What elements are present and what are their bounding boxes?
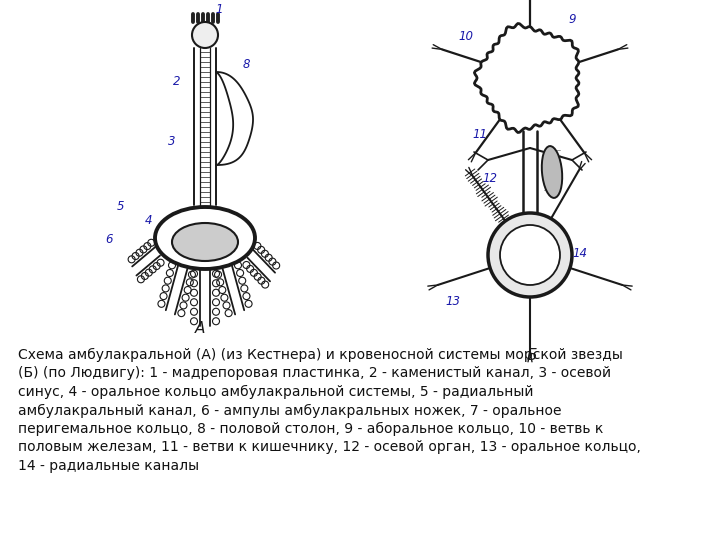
Text: 6: 6 xyxy=(105,233,112,246)
Text: 9: 9 xyxy=(568,13,575,26)
Text: 12: 12 xyxy=(482,172,497,185)
Ellipse shape xyxy=(541,146,562,198)
Text: 14: 14 xyxy=(572,247,587,260)
Text: 4: 4 xyxy=(145,214,153,227)
Text: 7: 7 xyxy=(196,234,204,247)
Text: 11: 11 xyxy=(472,128,487,141)
Ellipse shape xyxy=(172,223,238,261)
Text: 8: 8 xyxy=(243,58,251,71)
Ellipse shape xyxy=(192,22,218,48)
Text: Схема амбулакральной (А) (из Кестнера) и кровеносной системы морской звезды
(Б) : Схема амбулакральной (А) (из Кестнера) и… xyxy=(18,348,641,473)
Text: 13: 13 xyxy=(445,295,460,308)
Text: А: А xyxy=(195,321,205,336)
Text: 1: 1 xyxy=(215,3,222,16)
Ellipse shape xyxy=(500,225,560,285)
Text: 5: 5 xyxy=(117,200,125,213)
Text: 2: 2 xyxy=(173,75,181,88)
Ellipse shape xyxy=(488,213,572,297)
Text: 10: 10 xyxy=(458,30,473,43)
Text: 3: 3 xyxy=(168,135,176,148)
Text: Б: Б xyxy=(527,348,537,363)
